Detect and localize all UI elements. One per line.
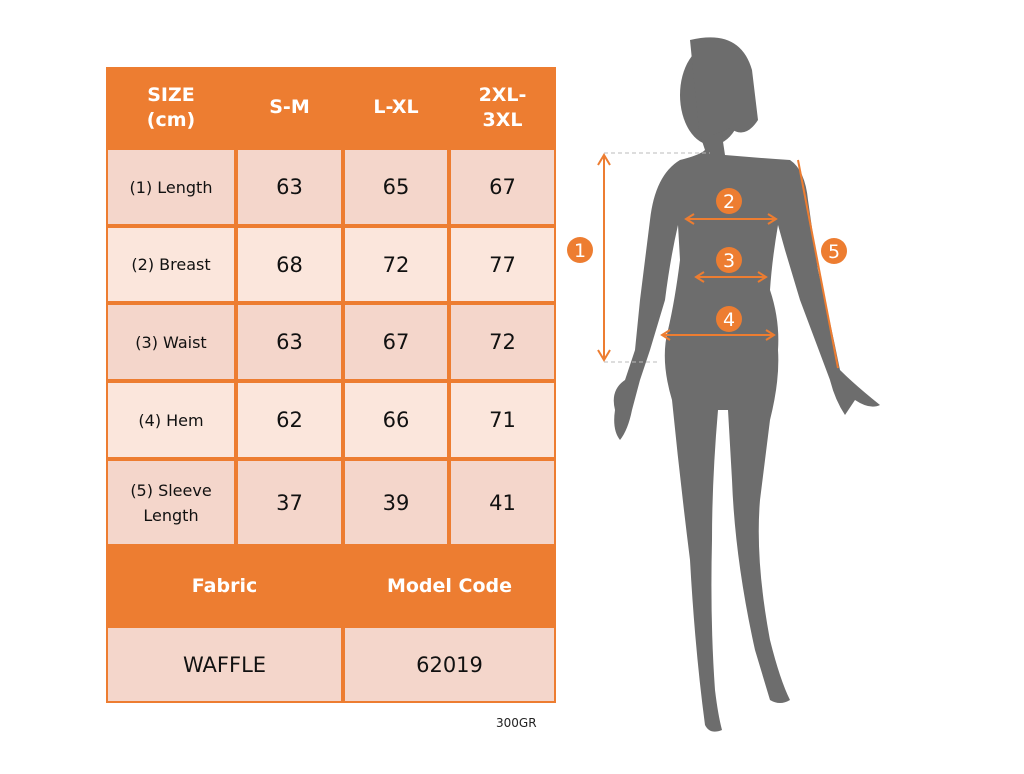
measurement-value: 37 (238, 461, 341, 544)
model-code-value: 62019 (345, 628, 554, 701)
measurement-value: 67 (345, 305, 447, 379)
measurement-lines (597, 152, 839, 369)
size-column-header: S-M (269, 96, 310, 118)
svg-text:2: 2 (723, 191, 735, 213)
measurement-value: 63 (238, 305, 341, 379)
measurement-label: (2) Breast (108, 228, 234, 301)
measurement-value: 66 (345, 383, 447, 457)
measurement-value: 39 (345, 461, 447, 544)
measurement-value: 68 (238, 228, 341, 301)
measurement-marker: 2 (716, 188, 742, 214)
measurement-marker: 3 (716, 247, 742, 273)
measurement-value: 71 (451, 383, 554, 457)
svg-text:1: 1 (574, 240, 586, 262)
measurement-value: 41 (451, 461, 554, 544)
measurement-label: (5) Sleeve Length (108, 461, 234, 544)
measurement-marker: 1 (567, 237, 593, 263)
measurement-value: 77 (451, 228, 554, 301)
measurement-value: 72 (451, 305, 554, 379)
measurement-value: 62 (238, 383, 341, 457)
size-column-header: 2XL- 3XL (478, 83, 527, 131)
svg-text:4: 4 (723, 309, 735, 331)
fabric-value: WAFFLE (108, 628, 341, 701)
measurement-value: 65 (345, 150, 447, 224)
measurement-marker: 5 (821, 238, 847, 264)
measurement-value: 72 (345, 228, 447, 301)
measurement-value: 67 (451, 150, 554, 224)
svg-text:3: 3 (723, 250, 735, 272)
measurement-value: 63 (238, 150, 341, 224)
size-unit-header: SIZE (cm) (146, 83, 196, 131)
size-column-header: L-XL (373, 96, 419, 118)
svg-text:5: 5 (828, 241, 840, 263)
measurement-marker: 4 (716, 306, 742, 332)
model-code-header: Model Code (386, 574, 513, 597)
measurement-label: (3) Waist (108, 305, 234, 379)
fabric-header: Fabric (191, 574, 258, 597)
measurement-label: (1) Length (108, 150, 234, 224)
female-silhouette (613, 37, 880, 732)
measurement-label: (4) Hem (108, 383, 234, 457)
fabric-weight-note: 300GR (496, 716, 537, 730)
